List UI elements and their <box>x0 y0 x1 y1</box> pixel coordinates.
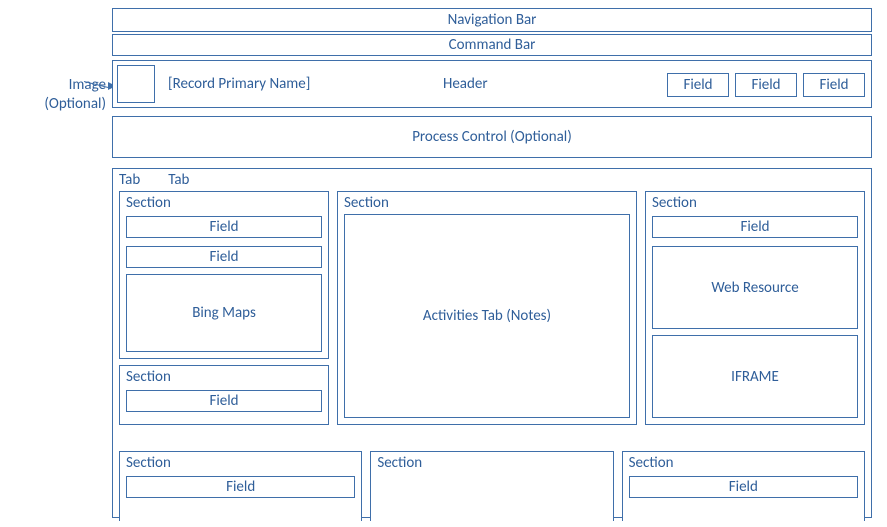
right-s1-field-1: Field <box>652 216 858 238</box>
columns-row: Section Field Field Bing Maps Section Fi… <box>119 191 865 441</box>
image-annotation-line1: Image <box>6 76 106 95</box>
bottom-section-2-title: Section <box>375 452 424 472</box>
bottom-s3-field-label: Field <box>729 478 758 496</box>
left-section-1-title: Section <box>124 192 173 212</box>
navigation-bar-label: Navigation Bar <box>448 11 537 29</box>
record-primary-name: [Record Primary Name] <box>168 75 310 93</box>
right-s1-webresource-label: Web Resource <box>711 279 798 297</box>
bottom-s3-field: Field <box>629 476 858 498</box>
bottom-section-1: Section Field <box>119 451 362 521</box>
middle-section-1-title: Section <box>342 192 391 212</box>
bottom-section-3: Section Field <box>622 451 865 521</box>
right-section-1-title: Section <box>650 192 699 212</box>
image-annotation: Image (Optional) <box>6 76 106 114</box>
left-section-2: Section Field <box>119 365 329 425</box>
left-s1-field-1: Field <box>126 216 322 238</box>
middle-section-1: Section Activities Tab (Notes) <box>337 191 637 425</box>
left-s2-field-1: Field <box>126 390 322 412</box>
tab-2[interactable]: Tab <box>168 171 189 189</box>
left-s1-bingmaps-label: Bing Maps <box>192 304 256 322</box>
right-column: Section Field Web Resource IFRAME <box>645 191 865 441</box>
header-field-2-label: Field <box>751 76 780 94</box>
process-control: Process Control (Optional) <box>112 116 872 158</box>
header-image-box <box>117 65 155 103</box>
header-field-3: Field <box>803 73 865 97</box>
bottom-section-3-title: Section <box>627 452 676 472</box>
left-s1-bingmaps: Bing Maps <box>126 274 322 352</box>
header-fields: Field Field Field <box>667 73 865 97</box>
right-s1-iframe-label: IFRAME <box>731 368 779 386</box>
form-wireframe: Navigation Bar Command Bar [Record Prima… <box>112 8 872 518</box>
right-s1-webresource: Web Resource <box>652 246 858 329</box>
bottom-section-2: Section <box>370 451 613 521</box>
command-bar: Command Bar <box>112 34 872 56</box>
middle-column: Section Activities Tab (Notes) <box>337 191 637 441</box>
bottom-row: Section Field Section Section Field <box>119 451 865 521</box>
right-section-1: Section Field Web Resource IFRAME <box>645 191 865 425</box>
tab-strip: Tab Tab <box>119 171 189 189</box>
header-field-2: Field <box>735 73 797 97</box>
form-body: Tab Tab Section Field Field Bing Maps Se… <box>112 168 872 518</box>
left-s2-field-1-label: Field <box>209 392 238 410</box>
image-annotation-line2: (Optional) <box>6 95 106 114</box>
header-title: Header <box>443 75 488 93</box>
middle-activities: Activities Tab (Notes) <box>344 214 630 418</box>
tab-1[interactable]: Tab <box>119 171 140 189</box>
bottom-section-1-title: Section <box>124 452 173 472</box>
header-field-3-label: Field <box>819 76 848 94</box>
left-s1-field-1-label: Field <box>209 218 238 236</box>
right-s1-field-1-label: Field <box>740 218 769 236</box>
left-column: Section Field Field Bing Maps Section Fi… <box>119 191 329 441</box>
bottom-s1-field: Field <box>126 476 355 498</box>
header-field-1: Field <box>667 73 729 97</box>
left-section-1: Section Field Field Bing Maps <box>119 191 329 359</box>
bottom-s1-field-label: Field <box>226 478 255 496</box>
header-field-1-label: Field <box>683 76 712 94</box>
command-bar-label: Command Bar <box>449 36 536 54</box>
left-s1-field-2-label: Field <box>209 248 238 266</box>
left-section-2-title: Section <box>124 366 173 386</box>
left-s1-field-2: Field <box>126 246 322 268</box>
middle-activities-label: Activities Tab (Notes) <box>423 307 551 325</box>
navigation-bar: Navigation Bar <box>112 8 872 32</box>
right-s1-iframe: IFRAME <box>652 335 858 418</box>
header-region: [Record Primary Name] Header Field Field… <box>112 60 872 108</box>
process-control-label: Process Control (Optional) <box>412 128 572 146</box>
